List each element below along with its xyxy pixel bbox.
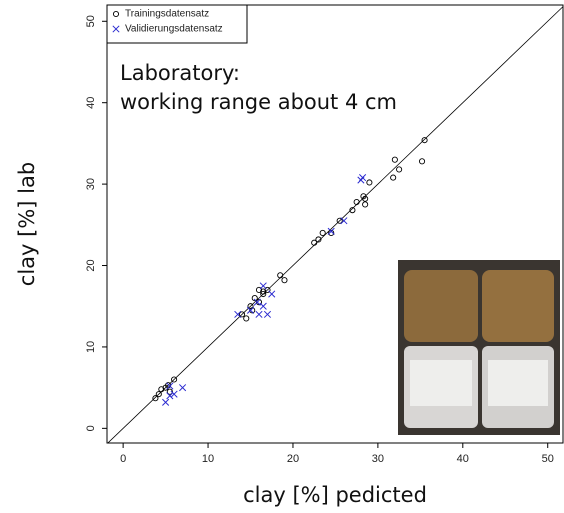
- x-tick-label: 50: [542, 453, 554, 465]
- point: [359, 174, 365, 180]
- point: [422, 138, 427, 143]
- point: [260, 303, 266, 309]
- y-tick-label: 50: [85, 15, 97, 27]
- photo-inset: [398, 260, 560, 435]
- point: [162, 399, 168, 405]
- point: [260, 283, 266, 289]
- point: [391, 175, 396, 180]
- y-tick-label: 30: [85, 178, 97, 190]
- point: [278, 273, 283, 278]
- legend-label: Trainingsdatensatz: [125, 9, 209, 20]
- x-tick-label: 40: [457, 453, 469, 465]
- legend-label: Validierungsdatensatz: [125, 24, 223, 35]
- point: [235, 311, 241, 317]
- x-tick-label: 10: [202, 453, 214, 465]
- x-tick-label: 30: [372, 453, 384, 465]
- x-axis-label: clay [%] pedicted: [243, 483, 427, 507]
- point: [397, 167, 402, 172]
- point: [392, 157, 397, 162]
- annotation: Laboratory:: [120, 61, 240, 85]
- legend: Trainingsdatensatz Validierungsdatensatz: [107, 5, 247, 43]
- point: [419, 159, 424, 164]
- y-tick-label: 20: [85, 259, 97, 271]
- chart: Laboratory: working range about 4 cm cla…: [0, 0, 564, 513]
- point: [320, 230, 325, 235]
- point: [341, 218, 347, 224]
- point: [179, 384, 185, 390]
- y-tick-label: 10: [85, 341, 97, 353]
- point: [256, 311, 262, 317]
- point: [354, 199, 359, 204]
- point: [264, 311, 270, 317]
- x-tick-label: 0: [120, 453, 126, 465]
- x-tick-label: 20: [287, 453, 299, 465]
- point: [244, 316, 249, 321]
- annotation: working range about 4 cm: [120, 90, 397, 114]
- y-tick-label: 40: [85, 97, 97, 109]
- y-axis-label: clay [%] lab: [15, 162, 39, 286]
- point: [269, 291, 275, 297]
- point: [363, 202, 368, 207]
- y-tick-label: 0: [85, 425, 97, 431]
- point: [282, 278, 287, 283]
- point: [367, 180, 372, 185]
